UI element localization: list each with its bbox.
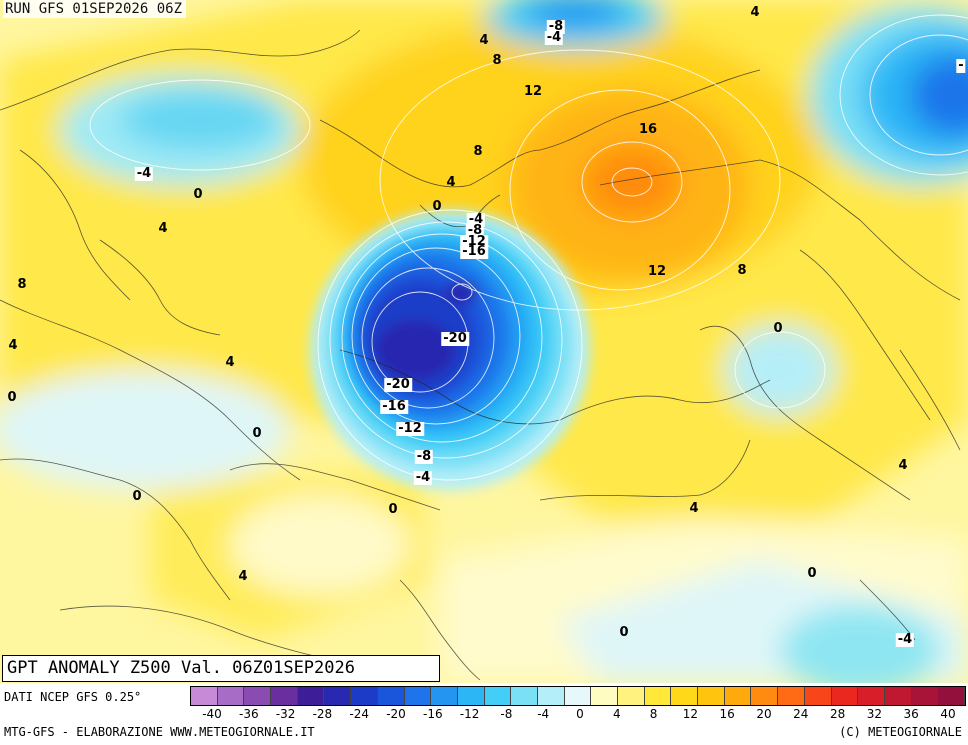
contour-label: 0 bbox=[773, 321, 783, 336]
contour-label: 8 bbox=[473, 144, 483, 159]
scale-swatch bbox=[778, 687, 805, 705]
scale-tick-label: 0 bbox=[576, 707, 584, 721]
scale-swatch bbox=[431, 687, 458, 705]
scale-swatch bbox=[751, 687, 779, 705]
scale-tick-label: 4 bbox=[612, 707, 621, 721]
contour-label: 0 bbox=[388, 502, 398, 517]
scale-swatch bbox=[644, 687, 672, 705]
contour-label: -4 bbox=[466, 212, 486, 227]
contour-label: 4 bbox=[238, 569, 248, 584]
scale-swatch bbox=[271, 687, 298, 705]
contour-label: -20 bbox=[384, 377, 412, 392]
contour-label: 0 bbox=[252, 426, 262, 441]
scale-swatch bbox=[244, 687, 272, 705]
credit-right: (C) METEOGIORNALE bbox=[839, 725, 962, 739]
contour-label: -4 bbox=[895, 632, 915, 647]
contour-label: -4 bbox=[544, 30, 564, 45]
scale-tick-label: 16 bbox=[719, 707, 735, 721]
scale-swatch bbox=[804, 687, 832, 705]
scale-tick-label: 28 bbox=[829, 707, 846, 721]
contour-label: 0 bbox=[7, 390, 17, 405]
scale-swatch bbox=[484, 687, 512, 705]
scale-tick-label: -4 bbox=[537, 707, 550, 721]
scale-swatch bbox=[324, 687, 352, 705]
scale-tick-label: -24 bbox=[349, 707, 369, 721]
scale-swatch bbox=[377, 687, 405, 705]
scale-swatch bbox=[938, 687, 965, 705]
scale-swatch bbox=[591, 687, 618, 705]
contour-label: -12 bbox=[396, 421, 424, 436]
contour-label: -20 bbox=[441, 331, 469, 346]
contour-label: 4 bbox=[898, 458, 908, 473]
footer: DATI NCEP GFS 0.25° -40 -36 -32 -28 -24 -20 -1… bbox=[0, 683, 968, 745]
scale-tick-label: -20 bbox=[386, 707, 406, 721]
scale-tick-label: 12 bbox=[682, 707, 699, 721]
contour-label: 4 bbox=[8, 338, 18, 353]
scale-swatch bbox=[831, 687, 859, 705]
contour-label: 4 bbox=[446, 175, 456, 190]
scale-tick-label: -32 bbox=[275, 707, 296, 721]
scale-swatch bbox=[618, 687, 645, 705]
scale-swatch bbox=[911, 687, 939, 705]
scale-tick-label: -12 bbox=[459, 707, 480, 721]
scale-swatch bbox=[351, 687, 378, 705]
scale-tick-label: 40 bbox=[940, 707, 956, 721]
scale-swatch bbox=[564, 687, 592, 705]
scale-tick-label: -8 bbox=[500, 707, 513, 721]
scale-swatch bbox=[217, 687, 245, 705]
contour-label: 8 bbox=[17, 277, 27, 292]
contour-label: 12 bbox=[647, 264, 667, 279]
contour-label: 0 bbox=[132, 489, 142, 504]
scale-swatch bbox=[457, 687, 485, 705]
scale-tick-label: -16 bbox=[422, 707, 443, 721]
contour-label: 12 bbox=[523, 84, 543, 99]
contour-label: -4 bbox=[413, 470, 433, 485]
contour-label: 4 bbox=[158, 221, 168, 236]
contour-label: -16 bbox=[380, 399, 408, 414]
scale-swatch bbox=[671, 687, 699, 705]
contour-label: 16 bbox=[638, 122, 658, 137]
contour-label: 0 bbox=[432, 199, 442, 214]
contour-label: 0 bbox=[619, 625, 629, 640]
scale-tick-label: 24 bbox=[793, 707, 809, 721]
contour-label: - bbox=[956, 58, 966, 73]
contour-label: -8 bbox=[465, 223, 485, 238]
scale-tick-label: 20 bbox=[756, 707, 772, 721]
contour-label: 0 bbox=[807, 566, 817, 581]
contour-label: 4 bbox=[479, 33, 489, 48]
contour-label: 4 bbox=[750, 5, 760, 20]
scale-tick-label: -40 bbox=[202, 707, 222, 721]
contour-label: -16 bbox=[460, 244, 488, 259]
scale-tick-label: 8 bbox=[649, 707, 658, 721]
scale-swatch bbox=[404, 687, 432, 705]
scale-swatch bbox=[297, 687, 325, 705]
scale-swatch bbox=[858, 687, 885, 705]
scale-tick-label: 32 bbox=[866, 707, 883, 721]
credit-left: MTG-GFS - ELABORAZIONE WWW.METEOGIORNALE… bbox=[4, 725, 315, 739]
scale-tick-label: -36 bbox=[238, 707, 259, 721]
color-scale-ticks: -40 -36 -32 -28 -24 -20 -16 -12 -8 -4 0 4 8 12 16 20 24 2… bbox=[190, 707, 966, 723]
scale-tick-label: -28 bbox=[312, 707, 333, 721]
contour-label: 8 bbox=[492, 53, 502, 68]
run-title: RUN GFS 01SEP2026 06Z bbox=[3, 0, 187, 18]
scale-swatch bbox=[537, 687, 565, 705]
contour-label: 4 bbox=[225, 355, 235, 370]
scale-swatch bbox=[884, 687, 912, 705]
scale-tick-label: 36 bbox=[903, 707, 919, 721]
contour-label: -8 bbox=[546, 19, 566, 34]
data-source: DATI NCEP GFS 0.25° bbox=[4, 690, 142, 704]
anomaly-title: GPT ANOMALY Z500 Val. 06Z01SEP2026 bbox=[2, 655, 440, 682]
scale-swatch bbox=[724, 687, 752, 705]
color-scale bbox=[190, 686, 966, 706]
contour-label: 4 bbox=[689, 501, 699, 516]
scale-swatch bbox=[698, 687, 725, 705]
scale-swatch bbox=[191, 687, 218, 705]
scale-swatch bbox=[511, 687, 538, 705]
contour-label: 0 bbox=[193, 187, 203, 202]
anomaly-field bbox=[0, 0, 968, 683]
anomaly-map: RUN GFS 01SEP2026 06Z -8 -4 4 4 8 12 16 8 4 0 -4 -8… bbox=[0, 0, 968, 683]
contour-label: 8 bbox=[737, 263, 747, 278]
contour-label: -8 bbox=[414, 449, 434, 464]
contour-label: -4 bbox=[134, 166, 154, 181]
